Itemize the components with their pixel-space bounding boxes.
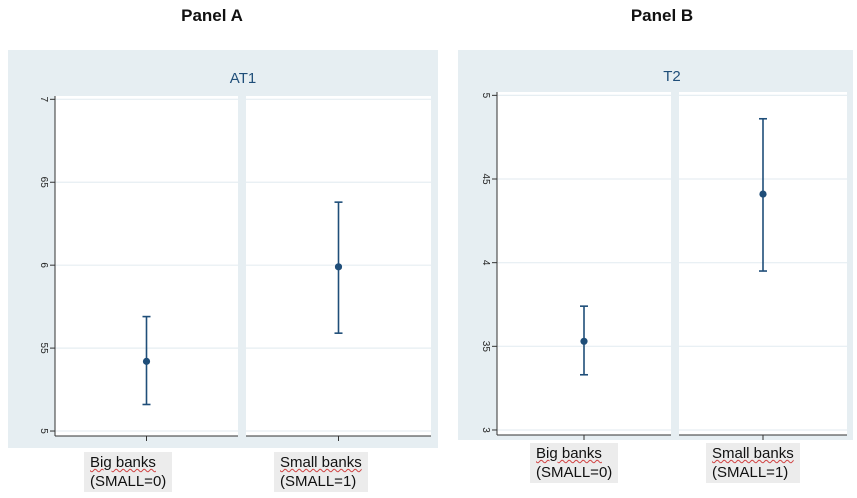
- panel-a-y-tick-label-2: 6: [38, 262, 49, 268]
- panel-b-y-tick-label-4: 5: [480, 93, 491, 99]
- panel-b-xlabel-small-line2: (SMALL=1): [712, 464, 789, 481]
- panel-a-xlabel-big-line2: (SMALL=0): [90, 473, 167, 490]
- panel-a-point-0: [142, 357, 151, 365]
- panel-b-y-tick-label-1: 35: [480, 341, 491, 353]
- panel-b-facet-big: [497, 92, 671, 435]
- panel-b-xlabel-small-line1: Small banks: [712, 445, 794, 462]
- panel-a-y-tick-label-1: 55: [38, 343, 49, 355]
- panel-b-xlabel-big-line1: Big banks: [536, 445, 602, 462]
- panel-a-xlabel-big-line1: Big banks: [90, 454, 156, 471]
- panel-b-heading: Panel B: [630, 6, 694, 25]
- panel-a-y-tick-label-4: 7: [38, 97, 49, 103]
- panel-a-xlabel-small-line1: Small banks: [280, 454, 362, 471]
- panel-b-point-1: [759, 190, 767, 198]
- panel-b-xlabel-big: Big banks (SMALL=0): [530, 443, 619, 483]
- panel-b-point-0: [580, 337, 588, 345]
- panel-b-strip-title: T2: [663, 68, 681, 85]
- panel-a-xlabel-small-line2: (SMALL=1): [280, 473, 357, 490]
- panel-a-xlabel-big: Big banks (SMALL=0): [84, 452, 173, 492]
- panel-a-point-1: [334, 263, 343, 271]
- panel-b-y-tick-label-0: 3: [480, 427, 491, 433]
- panel-b-xlabel-small: Small banks (SMALL=1): [706, 443, 800, 483]
- panel-b-xlabel-big-line2: (SMALL=0): [536, 464, 613, 481]
- panel-a-y-tick-label-3: 65: [38, 177, 49, 189]
- panel-a-strip-title: AT1: [229, 70, 257, 87]
- panel-b-y-tick-label-3: 45: [480, 173, 491, 185]
- panel-a-xlabel-small: Small banks (SMALL=1): [274, 452, 368, 492]
- panel-b-y-tick-label-2: 4: [480, 260, 491, 266]
- panel-a-y-tick-label-0: 5: [38, 428, 49, 434]
- panel-a-heading: Panel A: [181, 6, 243, 25]
